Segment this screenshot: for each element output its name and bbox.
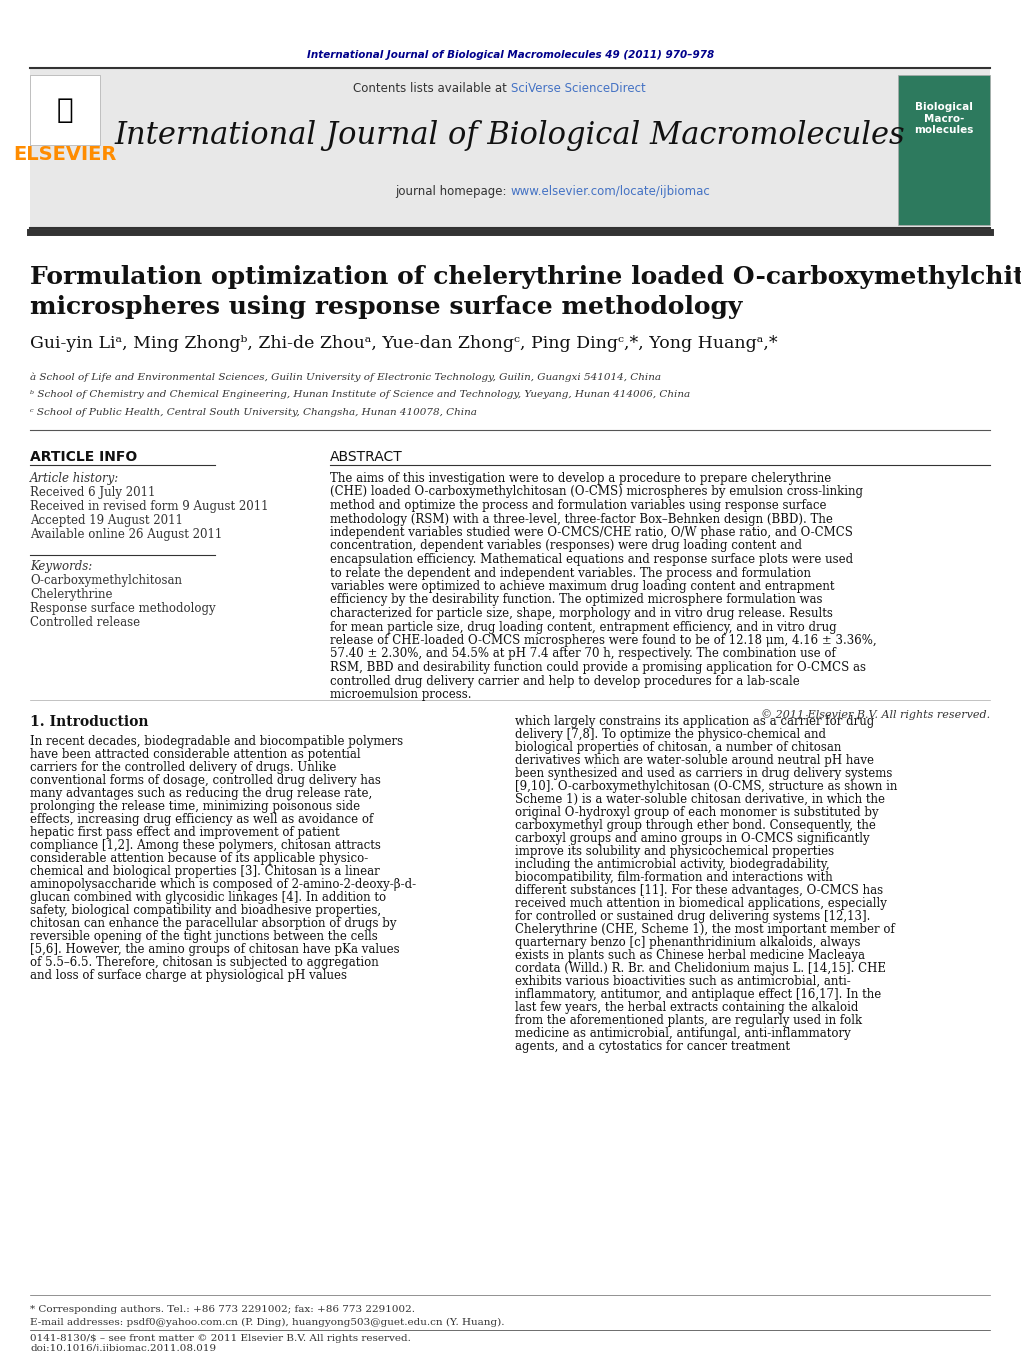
Text: O-carboxymethylchitosan: O-carboxymethylchitosan bbox=[30, 574, 182, 586]
Text: methodology (RSM) with a three-level, three-factor Box–Behnken design (BBD). The: methodology (RSM) with a three-level, th… bbox=[330, 512, 833, 526]
Text: 0141-8130/$ – see front matter © 2011 Elsevier B.V. All rights reserved.: 0141-8130/$ – see front matter © 2011 El… bbox=[30, 1333, 410, 1343]
Text: carboxymethyl group through ether bond. Consequently, the: carboxymethyl group through ether bond. … bbox=[515, 819, 876, 832]
Text: Chelerythrine: Chelerythrine bbox=[30, 588, 112, 601]
Text: www.elsevier.com/locate/ijbiomac: www.elsevier.com/locate/ijbiomac bbox=[510, 185, 710, 199]
Text: prolonging the release time, minimizing poisonous side: prolonging the release time, minimizing … bbox=[30, 800, 360, 813]
Text: conventional forms of dosage, controlled drug delivery has: conventional forms of dosage, controlled… bbox=[30, 774, 381, 788]
Text: controlled drug delivery carrier and help to develop procedures for a lab-scale: controlled drug delivery carrier and hel… bbox=[330, 674, 799, 688]
Text: safety, biological compatibility and bioadhesive properties,: safety, biological compatibility and bio… bbox=[30, 904, 381, 917]
Text: different substances [11]. For these advantages, O-CMCS has: different substances [11]. For these adv… bbox=[515, 884, 883, 897]
Text: SciVerse ScienceDirect: SciVerse ScienceDirect bbox=[510, 82, 645, 95]
Text: carriers for the controlled delivery of drugs. Unlike: carriers for the controlled delivery of … bbox=[30, 761, 336, 774]
Text: biological properties of chitosan, a number of chitosan: biological properties of chitosan, a num… bbox=[515, 740, 841, 754]
Text: original O-hydroxyl group of each monomer is substituted by: original O-hydroxyl group of each monome… bbox=[515, 807, 879, 819]
Text: exists in plants such as Chinese herbal medicine Macleaya: exists in plants such as Chinese herbal … bbox=[515, 948, 865, 962]
Text: from the aforementioned plants, are regularly used in folk: from the aforementioned plants, are regu… bbox=[515, 1015, 862, 1027]
Text: Scheme 1) is a water-soluble chitosan derivative, in which the: Scheme 1) is a water-soluble chitosan de… bbox=[515, 793, 885, 807]
Text: concentration, dependent variables (responses) were drug loading content and: concentration, dependent variables (resp… bbox=[330, 539, 803, 553]
Bar bbox=[30, 68, 990, 228]
Text: * Corresponding authors. Tel.: +86 773 2291002; fax: +86 773 2291002.: * Corresponding authors. Tel.: +86 773 2… bbox=[30, 1305, 415, 1315]
Text: The aims of this investigation were to develop a procedure to prepare chelerythr: The aims of this investigation were to d… bbox=[330, 471, 831, 485]
Text: last few years, the herbal extracts containing the alkaloid: last few years, the herbal extracts cont… bbox=[515, 1001, 859, 1015]
Text: derivatives which are water-soluble around neutral pH have: derivatives which are water-soluble arou… bbox=[515, 754, 874, 767]
Text: Controlled release: Controlled release bbox=[30, 616, 140, 630]
Text: ᵇ School of Chemistry and Chemical Engineering, Hunan Institute of Science and T: ᵇ School of Chemistry and Chemical Engin… bbox=[30, 390, 690, 399]
Text: many advantages such as reducing the drug release rate,: many advantages such as reducing the dru… bbox=[30, 788, 373, 800]
Text: compliance [1,2]. Among these polymers, chitosan attracts: compliance [1,2]. Among these polymers, … bbox=[30, 839, 381, 852]
Text: for controlled or sustained drug delivering systems [12,13].: for controlled or sustained drug deliver… bbox=[515, 911, 870, 923]
Text: microspheres using response surface methodology: microspheres using response surface meth… bbox=[30, 295, 742, 319]
Text: ᶜ School of Public Health, Central South University, Changsha, Hunan 410078, Chi: ᶜ School of Public Health, Central South… bbox=[30, 408, 477, 417]
Text: been synthesized and used as carriers in drug delivery systems: been synthesized and used as carriers in… bbox=[515, 767, 892, 780]
Text: aminopolysaccharide which is composed of 2-amino-2-deoxy-β-d-: aminopolysaccharide which is composed of… bbox=[30, 878, 417, 892]
Text: [5,6]. However, the amino groups of chitosan have pKa values: [5,6]. However, the amino groups of chit… bbox=[30, 943, 399, 957]
Text: biocompatibility, film-formation and interactions with: biocompatibility, film-formation and int… bbox=[515, 871, 833, 884]
Text: ABSTRACT: ABSTRACT bbox=[330, 450, 402, 463]
Text: agents, and a cytostatics for cancer treatment: agents, and a cytostatics for cancer tre… bbox=[515, 1040, 790, 1052]
Text: to relate the dependent and independent variables. The process and formulation: to relate the dependent and independent … bbox=[330, 566, 811, 580]
Text: improve its solubility and physicochemical properties: improve its solubility and physicochemic… bbox=[515, 844, 834, 858]
Text: delivery [7,8]. To optimize the physico-chemical and: delivery [7,8]. To optimize the physico-… bbox=[515, 728, 826, 740]
Text: of 5.5–6.5. Therefore, chitosan is subjected to aggregation: of 5.5–6.5. Therefore, chitosan is subje… bbox=[30, 957, 379, 969]
Text: (CHE) loaded O-carboxymethylchitosan (O-CMS) microspheres by emulsion cross-link: (CHE) loaded O-carboxymethylchitosan (O-… bbox=[330, 485, 863, 499]
Text: quarternary benzo [c] phenanthridinium alkaloids, always: quarternary benzo [c] phenanthridinium a… bbox=[515, 936, 861, 948]
Text: RSM, BBD and desirability function could provide a promising application for O-C: RSM, BBD and desirability function could… bbox=[330, 661, 866, 674]
Text: chemical and biological properties [3]. Chitosan is a linear: chemical and biological properties [3]. … bbox=[30, 865, 380, 878]
Text: received much attention in biomedical applications, especially: received much attention in biomedical ap… bbox=[515, 897, 887, 911]
Text: which largely constrains its application as a carrier for drug: which largely constrains its application… bbox=[515, 715, 874, 728]
Text: International Journal of Biological Macromolecules: International Journal of Biological Macr… bbox=[114, 120, 906, 151]
Text: Keywords:: Keywords: bbox=[30, 561, 92, 573]
Text: chitosan can enhance the paracellular absorption of drugs by: chitosan can enhance the paracellular ab… bbox=[30, 917, 396, 929]
Text: ARTICLE INFO: ARTICLE INFO bbox=[30, 450, 137, 463]
Text: effects, increasing drug efficiency as well as avoidance of: effects, increasing drug efficiency as w… bbox=[30, 813, 374, 825]
Text: considerable attention because of its applicable physico-: considerable attention because of its ap… bbox=[30, 852, 369, 865]
Text: à School of Life and Environmental Sciences, Guilin University of Electronic Tec: à School of Life and Environmental Scien… bbox=[30, 372, 661, 381]
Bar bbox=[30, 76, 100, 145]
Text: characterized for particle size, shape, morphology and in vitro drug release. Re: characterized for particle size, shape, … bbox=[330, 607, 833, 620]
Text: Response surface methodology: Response surface methodology bbox=[30, 603, 215, 615]
Text: method and optimize the process and formulation variables using response surface: method and optimize the process and form… bbox=[330, 499, 827, 512]
Text: Received in revised form 9 August 2011: Received in revised form 9 August 2011 bbox=[30, 500, 269, 513]
Text: and loss of surface charge at physiological pH values: and loss of surface charge at physiologi… bbox=[30, 969, 347, 982]
Text: Gui-yin Liᵃ, Ming Zhongᵇ, Zhi-de Zhouᵃ, Yue-dan Zhongᶜ, Ping Dingᶜ,*, Yong Huang: Gui-yin Liᵃ, Ming Zhongᵇ, Zhi-de Zhouᵃ, … bbox=[30, 335, 778, 353]
Bar bbox=[898, 76, 990, 226]
Text: doi:10.1016/j.ijbiomac.2011.08.019: doi:10.1016/j.ijbiomac.2011.08.019 bbox=[30, 1344, 216, 1351]
Text: for mean particle size, drug loading content, entrapment efficiency, and in vitr: for mean particle size, drug loading con… bbox=[330, 620, 836, 634]
Text: Formulation optimization of chelerythrine loaded O-carboxymethylchitosan: Formulation optimization of chelerythrin… bbox=[30, 265, 1021, 289]
Text: hepatic first pass effect and improvement of patient: hepatic first pass effect and improvemen… bbox=[30, 825, 340, 839]
Text: cordata (Willd.) R. Br. and Chelidonium majus L. [14,15]. CHE: cordata (Willd.) R. Br. and Chelidonium … bbox=[515, 962, 886, 975]
Text: release of CHE-loaded O-CMCS microspheres were found to be of 12.18 μm, 4.16 ± 3: release of CHE-loaded O-CMCS microsphere… bbox=[330, 634, 877, 647]
Text: medicine as antimicrobial, antifungal, anti-inflammatory: medicine as antimicrobial, antifungal, a… bbox=[515, 1027, 850, 1040]
Text: microemulsion process.: microemulsion process. bbox=[330, 688, 472, 701]
Text: exhibits various bioactivities such as antimicrobial, anti-: exhibits various bioactivities such as a… bbox=[515, 975, 850, 988]
Text: journal homepage:: journal homepage: bbox=[395, 185, 510, 199]
Text: carboxyl groups and amino groups in O-CMCS significantly: carboxyl groups and amino groups in O-CM… bbox=[515, 832, 870, 844]
Text: have been attracted considerable attention as potential: have been attracted considerable attenti… bbox=[30, 748, 360, 761]
Text: reversible opening of the tight junctions between the cells: reversible opening of the tight junction… bbox=[30, 929, 378, 943]
Text: © 2011 Elsevier B.V. All rights reserved.: © 2011 Elsevier B.V. All rights reserved… bbox=[761, 709, 990, 720]
Text: Article history:: Article history: bbox=[30, 471, 119, 485]
Text: Biological
Macro-
molecules: Biological Macro- molecules bbox=[915, 101, 974, 135]
Text: including the antimicrobial activity, biodegradability,: including the antimicrobial activity, bi… bbox=[515, 858, 830, 871]
Text: 🌳: 🌳 bbox=[57, 96, 74, 124]
Text: Available online 26 August 2011: Available online 26 August 2011 bbox=[30, 528, 223, 540]
Text: International Journal of Biological Macromolecules 49 (2011) 970–978: International Journal of Biological Macr… bbox=[307, 50, 715, 59]
Text: In recent decades, biodegradable and biocompatible polymers: In recent decades, biodegradable and bio… bbox=[30, 735, 403, 748]
Text: Chelerythrine (CHE, Scheme 1), the most important member of: Chelerythrine (CHE, Scheme 1), the most … bbox=[515, 923, 894, 936]
Text: variables were optimized to achieve maximum drug loading content and entrapment: variables were optimized to achieve maxi… bbox=[330, 580, 834, 593]
Text: E-mail addresses: psdf0@yahoo.com.cn (P. Ding), huangyong503@guet.edu.cn (Y. Hua: E-mail addresses: psdf0@yahoo.com.cn (P.… bbox=[30, 1319, 504, 1327]
Text: independent variables studied were O-CMCS/CHE ratio, O/W phase ratio, and O-CMCS: independent variables studied were O-CMC… bbox=[330, 526, 853, 539]
Text: Accepted 19 August 2011: Accepted 19 August 2011 bbox=[30, 513, 183, 527]
Text: ELSEVIER: ELSEVIER bbox=[13, 146, 116, 165]
Text: 57.40 ± 2.30%, and 54.5% at pH 7.4 after 70 h, respectively. The combination use: 57.40 ± 2.30%, and 54.5% at pH 7.4 after… bbox=[330, 647, 836, 661]
Text: Received 6 July 2011: Received 6 July 2011 bbox=[30, 486, 155, 499]
Text: Contents lists available at: Contents lists available at bbox=[353, 82, 510, 95]
Text: [9,10]. O-carboxymethylchitosan (O-CMS, structure as shown in: [9,10]. O-carboxymethylchitosan (O-CMS, … bbox=[515, 780, 897, 793]
Text: glucan combined with glycosidic linkages [4]. In addition to: glucan combined with glycosidic linkages… bbox=[30, 892, 386, 904]
Text: 1. Introduction: 1. Introduction bbox=[30, 715, 148, 730]
Text: efficiency by the desirability function. The optimized microsphere formulation w: efficiency by the desirability function.… bbox=[330, 593, 823, 607]
Text: inflammatory, antitumor, and antiplaque effect [16,17]. In the: inflammatory, antitumor, and antiplaque … bbox=[515, 988, 881, 1001]
Text: encapsulation efficiency. Mathematical equations and response surface plots were: encapsulation efficiency. Mathematical e… bbox=[330, 553, 854, 566]
